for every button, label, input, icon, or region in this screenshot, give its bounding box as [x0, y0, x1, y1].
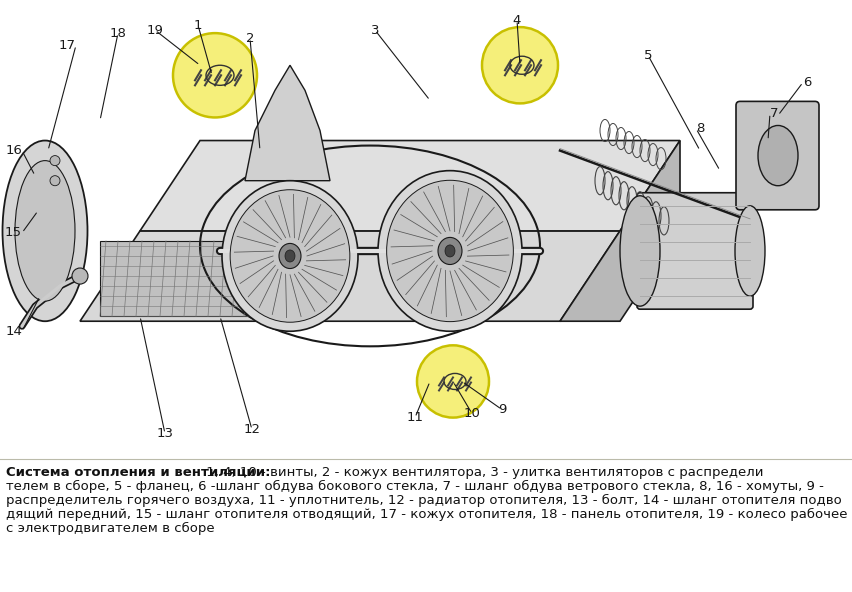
Text: распределитель горячего воздуха, 11 - уплотнитель, 12 - радиатор отопителя, 13 -: распределитель горячего воздуха, 11 - уп… [6, 494, 841, 507]
Text: 14: 14 [5, 325, 22, 338]
Ellipse shape [279, 243, 301, 269]
Text: 5: 5 [643, 49, 652, 62]
Text: 10: 10 [463, 407, 480, 420]
Circle shape [50, 156, 60, 166]
Text: 15: 15 [5, 226, 22, 239]
Ellipse shape [230, 189, 349, 322]
Circle shape [50, 176, 60, 186]
Ellipse shape [437, 237, 462, 265]
Polygon shape [245, 65, 330, 181]
Ellipse shape [734, 206, 764, 296]
Text: 6: 6 [802, 76, 810, 89]
Ellipse shape [377, 170, 521, 332]
Ellipse shape [757, 126, 797, 186]
Text: Система отопления и вентиляции:: Система отопления и вентиляции: [6, 466, 270, 479]
Text: 4: 4 [512, 14, 521, 27]
Ellipse shape [445, 245, 454, 257]
Text: 13: 13 [156, 427, 173, 440]
Ellipse shape [386, 181, 513, 321]
Circle shape [72, 268, 88, 284]
Ellipse shape [619, 196, 659, 306]
Polygon shape [80, 231, 619, 321]
Ellipse shape [285, 250, 295, 262]
Text: с электродвигателем в сборе: с электродвигателем в сборе [6, 522, 215, 535]
Text: 1, 4, 10 - винты, 2 - кожух вентилятора, 3 - улитка вентиляторов с распредели: 1, 4, 10 - винты, 2 - кожух вентилятора,… [202, 466, 763, 479]
Text: телем в сборе, 5 - фланец, 6 -шланг обдува бокового стекла, 7 - шланг обдува вет: телем в сборе, 5 - фланец, 6 -шланг обду… [6, 480, 823, 493]
FancyBboxPatch shape [100, 241, 300, 316]
Ellipse shape [3, 140, 88, 321]
Text: 1: 1 [193, 18, 202, 31]
Text: 17: 17 [59, 38, 76, 52]
Ellipse shape [15, 160, 75, 301]
Polygon shape [140, 140, 679, 231]
FancyBboxPatch shape [735, 101, 818, 210]
Circle shape [481, 27, 557, 104]
Text: 11: 11 [406, 411, 423, 424]
Text: 9: 9 [498, 403, 505, 416]
Text: 2: 2 [245, 31, 254, 44]
Text: 18: 18 [109, 27, 126, 40]
Text: 8: 8 [695, 122, 704, 135]
Text: дящий передний, 15 - шланг отопителя отводящий, 17 - кожух отопителя, 18 - панел: дящий передний, 15 - шланг отопителя отв… [6, 508, 847, 521]
Circle shape [173, 33, 256, 117]
Text: 12: 12 [243, 423, 260, 436]
FancyBboxPatch shape [636, 193, 752, 309]
Circle shape [417, 345, 488, 417]
Text: 3: 3 [371, 24, 379, 37]
Text: 19: 19 [147, 24, 164, 37]
Polygon shape [560, 140, 679, 321]
Text: 16: 16 [5, 144, 22, 157]
Ellipse shape [222, 181, 358, 332]
Text: 7: 7 [769, 107, 778, 120]
